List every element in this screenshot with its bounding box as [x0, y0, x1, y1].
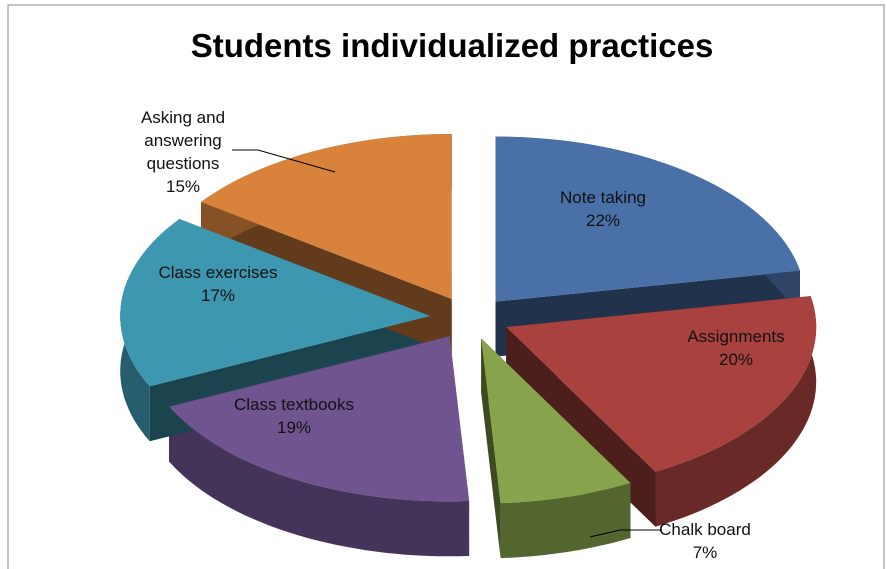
slice-outer-wall	[169, 406, 470, 557]
leader-line	[232, 149, 336, 173]
slice-label: Note taking 22%	[533, 186, 673, 232]
slice-label: Class textbooks 19%	[214, 393, 374, 439]
slice	[201, 134, 452, 299]
slice	[506, 296, 817, 472]
slice	[481, 338, 631, 504]
slice-category: Asking and answering questions	[140, 108, 226, 173]
slice-value-label: 19%	[276, 418, 312, 437]
slice	[120, 219, 431, 387]
slice-value-label: 15%	[165, 177, 201, 196]
slice	[169, 336, 470, 502]
slice-side	[481, 338, 501, 559]
slice-value-label: 20%	[718, 350, 754, 369]
slice-outer-wall	[655, 296, 817, 527]
slice-value-label: 17%	[200, 286, 236, 305]
slice-category: Assignments	[687, 327, 785, 346]
slice-label: Asking and answering questions 15%	[123, 106, 243, 198]
slice-category: Note taking	[560, 188, 646, 207]
slice-category: Class exercises	[158, 263, 278, 282]
slice-label: Assignments 20%	[666, 325, 806, 371]
slice-value-label: 22%	[585, 211, 621, 230]
chart-title: Students individualized practices	[191, 27, 714, 64]
slice	[495, 136, 800, 302]
slice-outer-wall	[500, 483, 631, 559]
leader-line	[589, 529, 662, 538]
slice-tops	[120, 134, 817, 504]
slice-label: Chalk board 7%	[655, 518, 755, 564]
slice-category: Chalk board	[659, 520, 751, 539]
slice-category: Class textbooks	[234, 395, 354, 414]
slice-label: Class exercises 17%	[138, 261, 298, 307]
slice-value-label: 7%	[692, 543, 718, 562]
